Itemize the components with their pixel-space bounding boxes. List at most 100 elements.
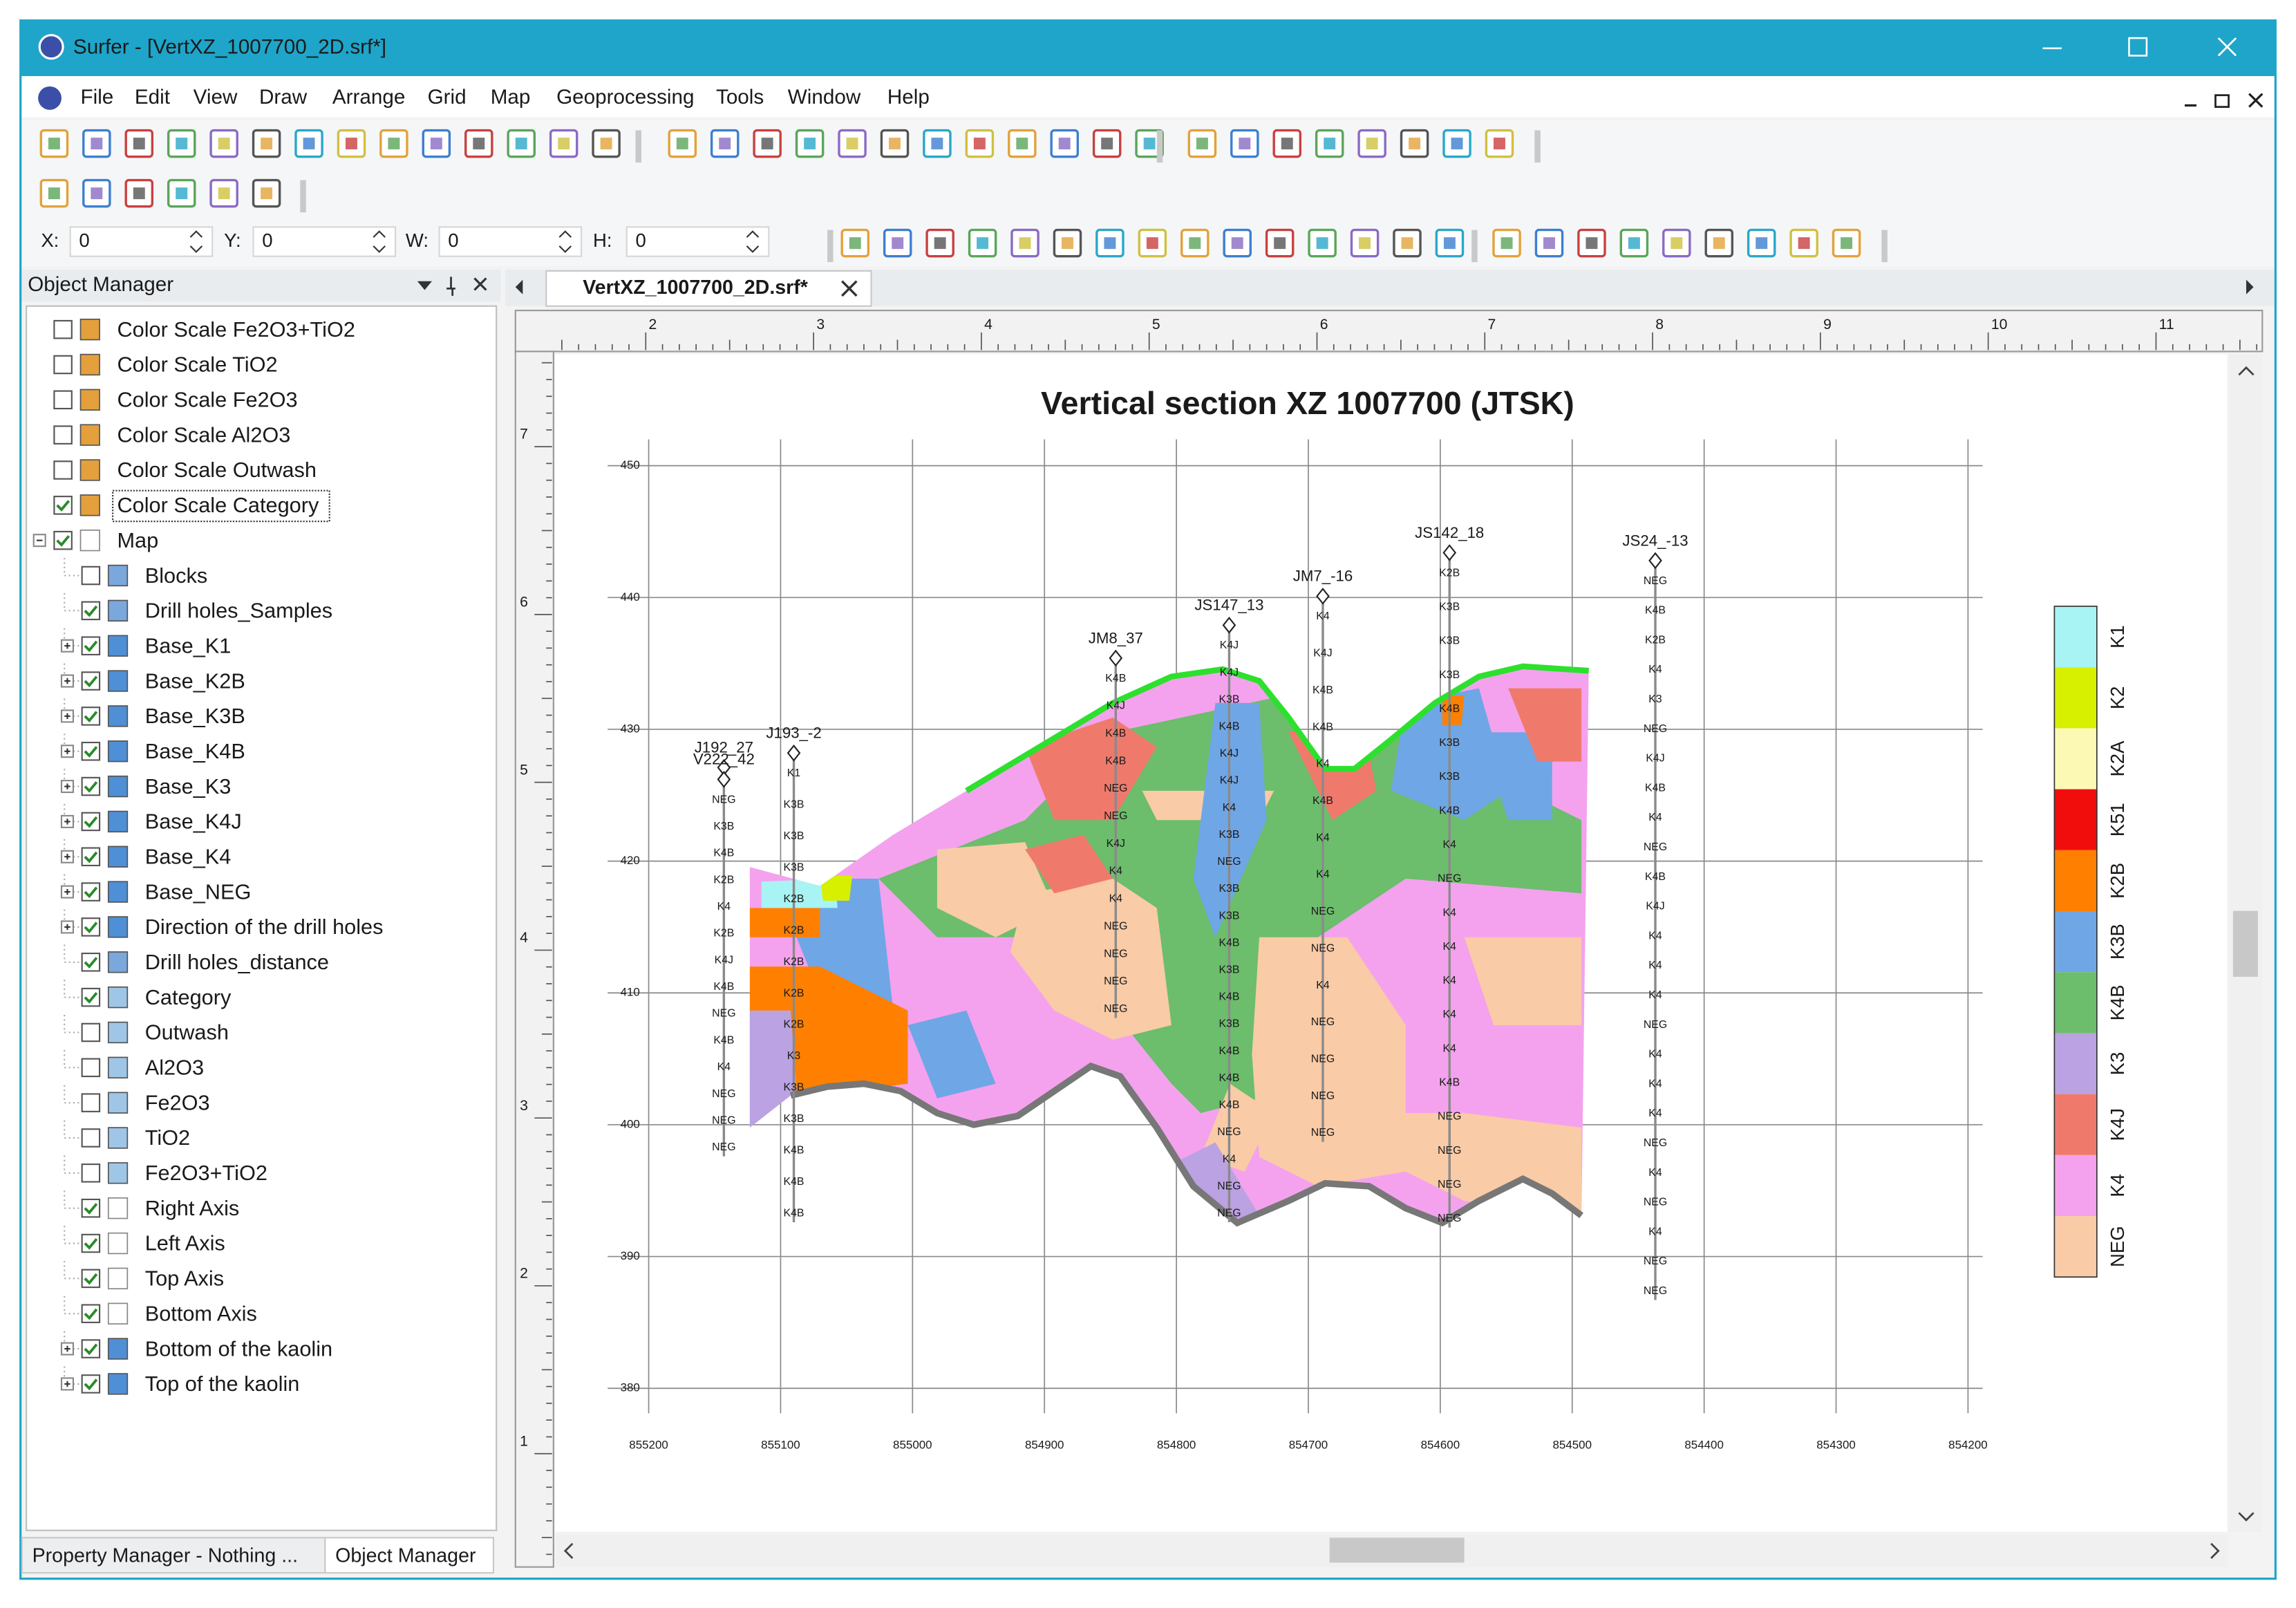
tree-item[interactable]: Top of the kaolin	[60, 1366, 300, 1396]
toolbar-button[interactable]	[1619, 228, 1649, 258]
tree-label[interactable]: Base_K3B	[145, 704, 245, 728]
tree-item[interactable]: Right Axis	[64, 1190, 239, 1220]
tree-label[interactable]: Base_NEG	[145, 879, 252, 904]
tree-label[interactable]: Fe2O3	[145, 1090, 210, 1114]
tree-checkbox[interactable]	[53, 390, 73, 410]
tree-checkbox[interactable]	[81, 1022, 101, 1043]
tree-item[interactable]: Map	[32, 528, 158, 552]
tree-label[interactable]: Direction of the drill holes	[145, 915, 384, 939]
tree-label[interactable]: Color Scale Fe2O3	[117, 388, 297, 412]
tree-item[interactable]: TiO2	[64, 1120, 190, 1150]
doc-tab-close[interactable]	[841, 280, 858, 297]
tree-checkbox[interactable]	[53, 355, 73, 375]
field-value[interactable]: 0	[448, 230, 458, 251]
toolbar-button[interactable]	[1272, 129, 1302, 158]
toolbar-button[interactable]	[1789, 228, 1818, 258]
tree-label[interactable]: Bottom of the kaolin	[145, 1336, 332, 1361]
v-scroll-thumb[interactable]	[2232, 910, 2258, 977]
toolbar-button[interactable]	[252, 129, 281, 158]
toolbar-button[interactable]	[337, 129, 366, 158]
toolbar-button[interactable]	[549, 129, 578, 158]
tree-checkbox[interactable]	[81, 1339, 101, 1358]
toolbar-button[interactable]	[710, 129, 740, 158]
tree-label[interactable]: Base_K1	[145, 633, 232, 657]
toolbar-button[interactable]	[82, 129, 111, 158]
toolbar-button[interactable]	[252, 178, 281, 208]
field-spinner[interactable]	[558, 230, 572, 253]
toolbar-button[interactable]	[1357, 129, 1386, 158]
mdi-restore[interactable]	[2214, 94, 2230, 109]
tree-label[interactable]: Top of the kaolin	[145, 1372, 300, 1396]
menu-item[interactable]: Geoprocessing	[556, 86, 694, 109]
field-spinner[interactable]	[189, 230, 203, 253]
toolbar-button[interactable]	[1315, 129, 1344, 158]
toolbar-button[interactable]	[39, 178, 69, 208]
toolbar-button[interactable]	[592, 129, 621, 158]
tree-checkbox[interactable]	[81, 1093, 101, 1112]
tree-item[interactable]: Direction of the drill holes	[60, 909, 384, 939]
toolbar-button[interactable]	[838, 129, 867, 158]
field-value[interactable]: 0	[635, 230, 646, 251]
tree-item[interactable]: Color Scale Category	[53, 489, 330, 523]
toolbar-button[interactable]	[795, 129, 825, 158]
tree-checkbox[interactable]	[81, 776, 101, 796]
tree-item[interactable]: Blocks	[64, 558, 207, 588]
tree-label[interactable]: Base_K2B	[145, 669, 245, 693]
tree-item[interactable]: Color Scale Outwash	[53, 458, 317, 482]
tree-checkbox[interactable]	[81, 1233, 101, 1253]
tree-item[interactable]: Base_K4J	[60, 804, 242, 834]
toolbar-button[interactable]	[39, 129, 69, 158]
toolbar-button[interactable]	[840, 228, 870, 258]
tree-label[interactable]: Color Scale Outwash	[117, 458, 316, 482]
field-input[interactable]	[625, 226, 770, 257]
tree-label[interactable]: Base_K3	[145, 774, 232, 798]
tree-label[interactable]: Left Axis	[145, 1231, 225, 1255]
tree-item[interactable]: Top Axis	[64, 1260, 224, 1291]
menu-item[interactable]: Arrange	[332, 86, 405, 109]
menu-item[interactable]: Edit	[135, 86, 171, 109]
tree-item[interactable]: Base_NEG	[60, 874, 252, 904]
doc-tab-label[interactable]: VertXZ_1007700_2D.srf*	[583, 277, 809, 299]
toolbar-button[interactable]	[1223, 228, 1252, 258]
scroll-down[interactable]	[2238, 1512, 2255, 1522]
tree-item[interactable]: Base_K4B	[60, 733, 245, 763]
toolbar-button[interactable]	[1704, 228, 1734, 258]
tree-checkbox[interactable]	[81, 741, 101, 761]
menu-item[interactable]: File	[81, 86, 114, 109]
toolbar-button[interactable]	[1010, 228, 1039, 258]
tree-label[interactable]: Color Scale TiO2	[117, 353, 277, 377]
toolbar-button[interactable]	[167, 178, 196, 208]
menu-item[interactable]: Grid	[428, 86, 467, 109]
toolbar-button[interactable]	[1138, 228, 1167, 258]
toolbar-button[interactable]	[1492, 228, 1521, 258]
tree-label[interactable]: Outwash	[145, 1020, 229, 1045]
tree-item[interactable]: Base_K2B	[60, 663, 245, 693]
field-input[interactable]	[252, 226, 397, 257]
tree-label[interactable]: Bottom Axis	[145, 1301, 257, 1325]
toolbar-button[interactable]	[753, 129, 782, 158]
tree-item[interactable]: Base_K3	[60, 769, 232, 798]
tree-label[interactable]: Category	[145, 985, 232, 1009]
tree-label[interactable]: TiO2	[145, 1125, 190, 1150]
toolbar-button[interactable]	[1180, 228, 1210, 258]
tree-checkbox[interactable]	[81, 1269, 101, 1289]
tree-item[interactable]: Bottom of the kaolin	[60, 1331, 332, 1361]
tree-checkbox[interactable]	[81, 1163, 101, 1183]
tree-checkbox[interactable]	[81, 671, 101, 691]
tree-item[interactable]: Left Axis	[64, 1226, 225, 1255]
tree-checkbox[interactable]	[81, 565, 101, 586]
panel-pin-button[interactable]	[446, 277, 455, 296]
toolbar-button[interactable]	[968, 228, 997, 258]
toolbar-button[interactable]	[1230, 129, 1259, 158]
tree-item[interactable]: Color Scale TiO2	[53, 353, 278, 377]
tree-checkbox[interactable]	[81, 847, 101, 867]
field-input[interactable]	[69, 226, 214, 257]
menu-item[interactable]: Help	[887, 86, 930, 109]
tree-checkbox[interactable]	[53, 425, 73, 445]
tab-scroll-left[interactable]	[515, 279, 523, 295]
tree-checkbox[interactable]	[81, 953, 101, 972]
tree-label[interactable]: Map	[117, 528, 158, 552]
toolbar-button[interactable]	[464, 129, 493, 158]
tree-label[interactable]: Color Scale Al2O3	[117, 422, 290, 447]
toolbar-button[interactable]	[1050, 129, 1080, 158]
